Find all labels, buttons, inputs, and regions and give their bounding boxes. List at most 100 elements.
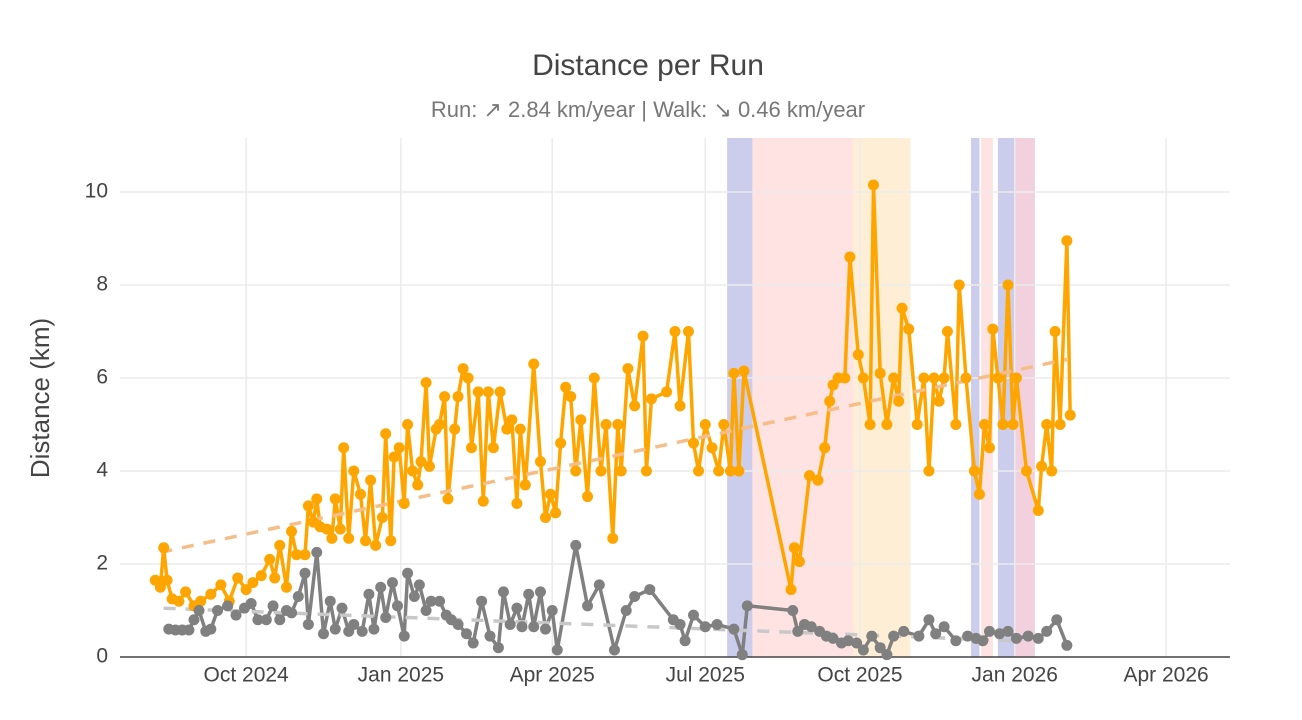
point [501,423,513,435]
point [637,330,649,342]
point [180,586,192,598]
point [805,621,817,633]
point [393,442,405,454]
point [725,465,736,477]
point [570,465,582,477]
point [852,349,864,361]
point [674,400,686,412]
point [881,418,893,430]
point [188,614,200,626]
point [582,491,594,503]
point [442,493,454,505]
point [154,581,166,593]
point [286,525,298,537]
point [326,532,338,544]
point [514,423,526,435]
point [173,595,185,607]
point [842,635,854,647]
point [679,635,691,647]
point [348,618,360,630]
point [938,372,950,384]
point [222,600,234,612]
point [645,393,657,405]
point [1051,614,1063,626]
point [1036,460,1048,472]
point [928,372,940,384]
point [888,372,900,384]
point [711,618,723,630]
point [629,591,641,603]
point [392,600,403,612]
point [1002,279,1014,291]
point [519,479,531,491]
point [888,630,900,642]
point [918,372,930,384]
point [950,635,962,647]
point [612,418,624,430]
point [1041,418,1053,430]
point [588,372,600,384]
point [674,618,686,630]
point [318,628,329,640]
point [962,630,974,642]
y-tick-label: 4 [96,459,108,482]
point [324,595,336,607]
point [434,418,446,430]
point [911,418,923,430]
point [385,535,397,547]
point [593,579,605,591]
point [620,604,632,616]
point [851,637,863,649]
point [545,488,557,500]
point [607,532,619,544]
series-line [168,543,1069,657]
point [718,418,730,430]
point [183,624,195,636]
point [984,442,995,454]
point [477,495,489,507]
point [408,591,420,603]
point [1010,372,1022,384]
point [329,493,341,505]
point [824,395,836,407]
point [1061,639,1073,651]
point [706,442,718,454]
point [874,367,886,379]
point [161,574,173,586]
point [299,567,311,579]
point [334,523,346,535]
point [356,625,368,637]
point [274,539,286,551]
point [787,604,799,616]
point [158,542,170,554]
point [804,470,816,482]
point [212,604,224,616]
point [534,586,546,598]
point [286,607,298,619]
point [923,614,935,626]
point [386,577,398,589]
point [992,372,1004,384]
point [844,251,856,263]
point [898,625,910,637]
point [933,395,945,407]
point [329,623,341,635]
point [348,465,360,477]
point [997,418,1009,430]
point [291,549,303,561]
point [516,621,528,633]
chart-title: Distance per Run [532,49,764,82]
point [857,644,869,656]
point [494,386,506,398]
point [1007,418,1019,430]
point [269,572,281,584]
x-tick-label: Oct 2024 [204,664,290,687]
point [388,451,400,463]
point [462,372,474,384]
point [193,604,205,616]
point [487,442,499,454]
point [232,572,244,584]
point [230,609,242,621]
x-tick-label: Jul 2025 [666,664,745,687]
point [669,325,681,337]
